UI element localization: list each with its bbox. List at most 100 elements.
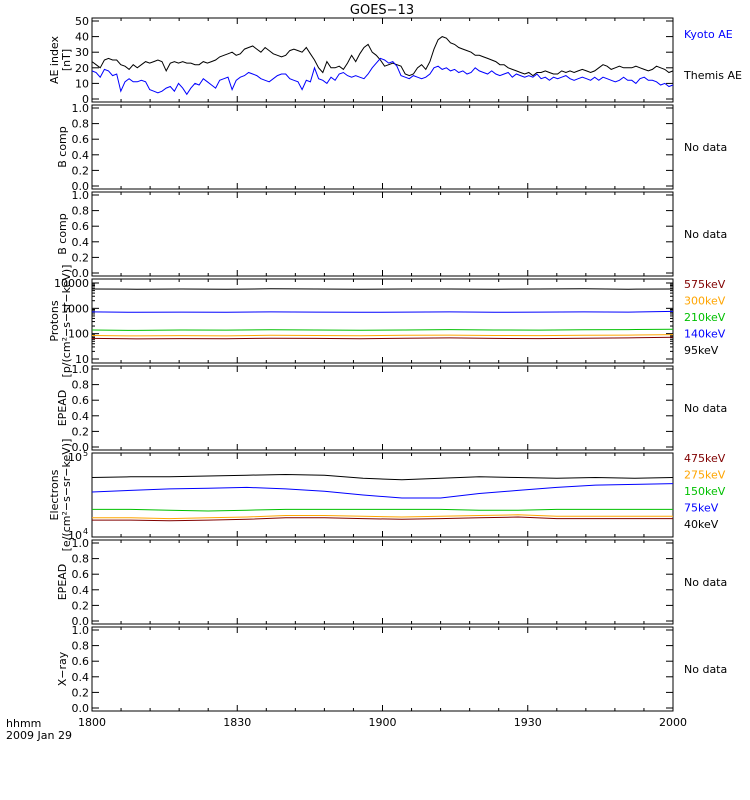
y-tick-label: 0.2 [72,686,90,699]
panel-frame [91,539,674,625]
panel-epead1: 0.0 0.2 0.4 0.6 0.8 1.0 EPEAD No data [56,363,727,454]
y-tick-label: 0.0 [72,615,90,628]
y-tick-label: 0.4 [72,149,90,162]
panel-frame [91,191,674,277]
y-tick-label: 0.4 [72,236,90,249]
series-line-kyoto-ae [91,57,674,96]
y-tick-label: 0.4 [72,584,90,597]
y-tick-label: 0.6 [72,394,90,407]
y-tick-label: 10 [75,77,89,90]
y-tick-label: 0.0 [72,702,90,715]
no-data-label: No data [684,576,727,589]
y-tick-label: 0.8 [72,379,90,392]
y-tick-label: 0 [82,93,89,106]
x-axis-unit-label: hhmm [6,717,41,730]
series-line-150kev [92,508,673,512]
y-tick-label: 0.8 [72,118,90,131]
series-line-140kev [91,310,674,313]
panel-frame [91,17,674,103]
legend-entry: 95keV [684,344,719,357]
y-axis-label: Electrons [48,469,61,520]
y-tick-label-base: 10 [68,451,82,464]
panel-xray: 0.0 0.2 0.4 0.6 0.8 1.0 X−ray No data [56,624,727,715]
x-tick-label: 1930 [514,716,542,729]
panel-protons: 10 100 1000 10000 Protons [p/(cm²−s−sr−keV)] 5… [48,265,726,378]
series-line-themis-ae [91,36,674,77]
y-tick-label: 10000 [54,277,89,290]
y-tick-label: 0.8 [72,205,90,218]
series-line-475kev [92,516,673,522]
panel-frame [91,365,674,451]
panel-frame [91,452,674,538]
legend-entry: 210keV [684,311,726,324]
legend-entry: 140keV [684,328,726,341]
no-data-label: No data [684,402,727,415]
legend-entry: 75keV [684,502,719,515]
y-tick-label: 0.0 [72,441,90,454]
no-data-label: No data [684,663,727,676]
y-tick-label: 0.2 [72,251,90,264]
panel-bcomp2: 0.0 0.2 0.4 0.6 0.8 1.0B comp No data [56,189,727,280]
y-axis-label: EPEAD [56,564,69,601]
y-tick-label-exp: 5 [83,449,88,458]
y-tick-label-base: 10 [68,529,82,542]
no-data-label: No data [684,228,727,241]
y-tick-label: 0.2 [72,599,90,612]
legend-entry: Themis AE [683,69,742,82]
x-axis: 1800 1830 1900 1930 2000 [78,716,687,729]
y-tick-label: 10 [75,353,89,366]
no-data-label: No data [684,141,727,154]
series-line-300kev [91,334,674,337]
legend-entry: 300keV [684,295,726,308]
y-tick-label: 0.8 [72,553,90,566]
y-axis-label: B comp [56,213,69,255]
y-axis-label: [e/(cm²−s−sr−keV)] [60,439,73,552]
y-axis-label: AE index [48,35,61,84]
series-line-275kev [92,514,673,520]
y-axis-label: [p/(cm²−s−sr−keV)] [60,265,73,378]
y-tick-label-exp: 4 [83,527,88,536]
x-tick-label: 1830 [223,716,251,729]
y-axis-label: X−ray [56,651,69,686]
panel-bcomp1: 0.0 0.2 0.4 0.6 0.8 1.0B comp No data [56,102,727,193]
legend-entry: Kyoto AE [684,28,733,41]
y-axis-label: EPEAD [56,390,69,427]
y-tick-label: 1.0 [72,102,90,115]
y-tick-label: 40 [75,31,89,44]
y-tick-label: 0.6 [72,133,90,146]
y-tick-label: 0.6 [72,568,90,581]
y-tick-label: 0.2 [72,425,90,438]
y-tick-label: 0.2 [72,164,90,177]
y-tick-label: 1000 [61,302,89,315]
y-tick-label: 0.4 [72,671,90,684]
panel-epead2: 0.0 0.2 0.4 0.6 0.8 1.0 EPEAD No data [56,537,727,628]
legend-entry: 475keV [684,452,726,465]
y-tick-label: 0.8 [72,640,90,653]
y-tick-label: 20 [75,62,89,75]
y-tick-label: 1.0 [72,189,90,202]
panels-group: 0 10 20 30 40 50 AE index [nT] Kyoto AE Themis AE… [48,15,742,715]
x-tick-label: 1900 [369,716,397,729]
y-tick-label: 1.0 [72,624,90,637]
figure-title: GOES−13 [350,3,414,18]
y-axis-label: Protons [48,300,61,341]
y-tick-label: 0.6 [72,655,90,668]
x-tick-label: 1800 [78,716,106,729]
y-tick-label: 1.0 [72,363,90,376]
series-line-575kev [91,336,674,340]
legend-entry: 575keV [684,278,726,291]
series-line-40kev [91,473,674,481]
series-line-210kev [91,328,674,331]
y-tick-label: 0.0 [72,180,90,193]
y-axis-label: B comp [56,126,69,168]
y-tick-label: 0.6 [72,220,90,233]
series-line-75kev [91,483,674,499]
y-tick-label: 30 [75,46,89,59]
legend-entry: 275keV [684,469,726,482]
y-tick-label: 1.0 [72,537,90,550]
panel-ae: 0 10 20 30 40 50 AE index [nT] Kyoto AE Themis AE [48,15,742,106]
x-tick-label: 2000 [659,716,687,729]
y-tick-label: 100 [68,328,89,341]
